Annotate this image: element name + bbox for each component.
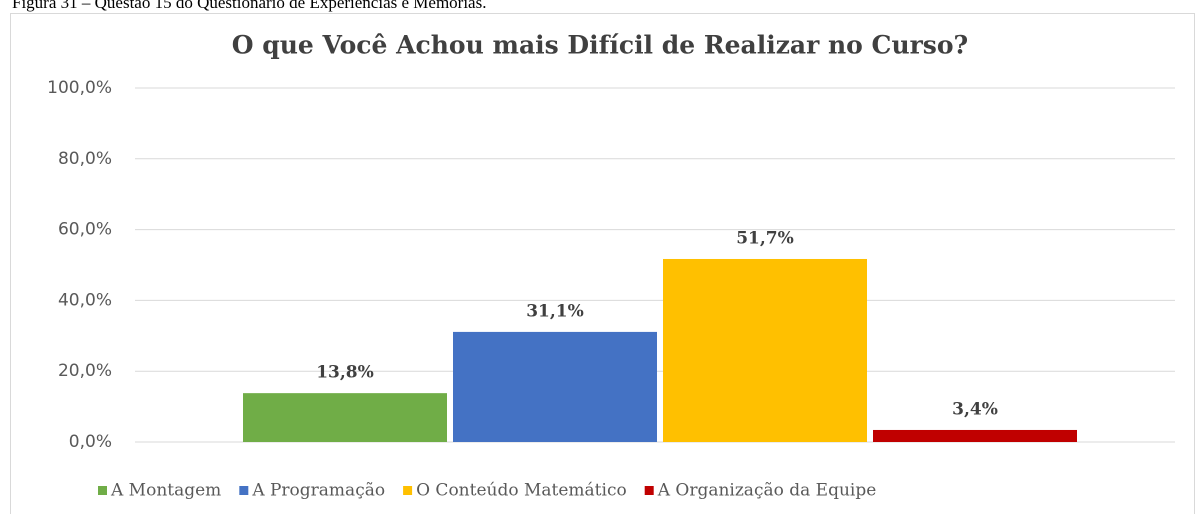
data-label: 31,1% — [526, 301, 584, 321]
caption: Figura 31 – Questão 15 do Questionário d… — [12, 0, 486, 12]
data-label: 3,4% — [952, 399, 998, 419]
bar — [453, 331, 657, 442]
legend-swatch — [403, 486, 413, 495]
bar — [243, 393, 447, 442]
bar — [873, 429, 1077, 442]
legend-swatch — [239, 486, 249, 495]
data-label: 13,8% — [316, 363, 374, 383]
legend-label: A Montagem — [110, 481, 221, 501]
bar — [663, 258, 867, 442]
y-tick-label: 0,0% — [69, 432, 112, 452]
legend-label: A Organização da Equipe — [657, 481, 877, 501]
y-tick-label: 20,0% — [58, 361, 112, 381]
legend-swatch — [98, 486, 107, 495]
legend-label: O Conteúdo Matemático — [416, 481, 627, 501]
chart-title: O que Você Achou mais Difícil de Realiza… — [232, 31, 968, 60]
y-tick-label: 100,0% — [47, 78, 112, 98]
data-label: 51,7% — [736, 228, 794, 248]
y-tick-label: 80,0% — [58, 149, 112, 169]
y-tick-label: 40,0% — [58, 290, 112, 310]
y-tick-label: 60,0% — [58, 220, 112, 240]
legend-swatch — [644, 486, 654, 495]
legend-label: A Programação — [251, 481, 385, 501]
